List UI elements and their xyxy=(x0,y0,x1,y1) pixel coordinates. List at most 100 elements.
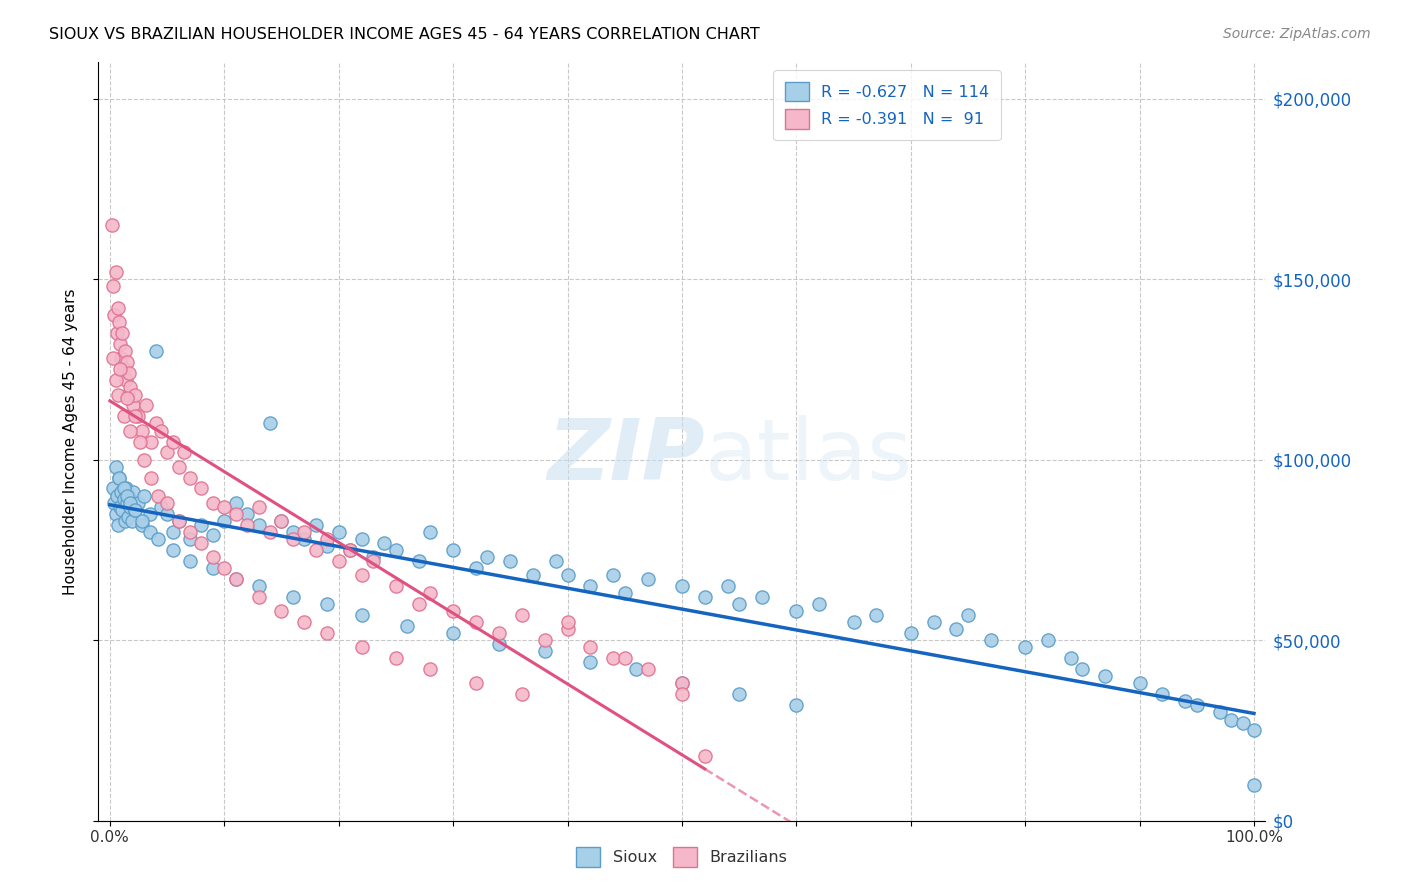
Point xyxy=(579,579,602,593)
Point xyxy=(557,622,579,636)
Point xyxy=(179,554,201,568)
Point xyxy=(900,626,922,640)
Point xyxy=(162,524,184,539)
Point xyxy=(477,550,499,565)
Point xyxy=(441,626,464,640)
Point xyxy=(1071,662,1094,676)
Point xyxy=(103,482,125,496)
Point xyxy=(121,485,143,500)
Point xyxy=(488,626,510,640)
Point xyxy=(544,554,567,568)
Point xyxy=(124,503,146,517)
Point xyxy=(613,651,636,665)
Point xyxy=(751,590,773,604)
Point xyxy=(499,554,522,568)
Text: Source: ZipAtlas.com: Source: ZipAtlas.com xyxy=(1223,27,1371,41)
Point xyxy=(134,452,156,467)
Point xyxy=(104,265,127,279)
Point xyxy=(190,517,212,532)
Point xyxy=(135,399,157,413)
Point xyxy=(980,633,1002,648)
Point xyxy=(247,500,270,514)
Point xyxy=(103,496,125,510)
Point xyxy=(112,409,135,424)
Point xyxy=(247,590,270,604)
Point xyxy=(190,482,212,496)
Point xyxy=(441,542,464,557)
Point xyxy=(131,514,153,528)
Point xyxy=(107,387,129,401)
Point xyxy=(120,424,142,438)
Point xyxy=(522,568,544,582)
Point xyxy=(134,489,156,503)
Point xyxy=(1243,778,1265,792)
Point xyxy=(225,572,247,586)
Point xyxy=(115,391,138,405)
Point xyxy=(108,315,131,329)
Point xyxy=(214,514,236,528)
Point xyxy=(465,615,488,629)
Point xyxy=(350,532,373,546)
Point xyxy=(339,542,361,557)
Point xyxy=(201,496,224,510)
Point xyxy=(510,687,533,701)
Point xyxy=(842,615,865,629)
Point xyxy=(167,514,190,528)
Point xyxy=(385,579,408,593)
Point xyxy=(146,489,169,503)
Point xyxy=(127,409,149,424)
Point xyxy=(385,542,408,557)
Point xyxy=(270,514,292,528)
Point xyxy=(105,489,128,503)
Point xyxy=(145,417,167,431)
Point xyxy=(118,366,141,380)
Point xyxy=(162,434,184,449)
Point xyxy=(292,524,315,539)
Point xyxy=(1060,651,1083,665)
Point xyxy=(602,568,624,582)
Text: atlas: atlas xyxy=(706,415,914,499)
Point xyxy=(114,344,136,359)
Point xyxy=(118,489,141,503)
Point xyxy=(201,561,224,575)
Point xyxy=(396,618,419,632)
Point xyxy=(1014,640,1036,655)
Point xyxy=(488,637,510,651)
Point xyxy=(281,590,304,604)
Point xyxy=(108,500,131,514)
Point xyxy=(214,500,236,514)
Point xyxy=(179,524,201,539)
Point xyxy=(156,496,179,510)
Point xyxy=(150,500,173,514)
Point xyxy=(1208,706,1230,720)
Point xyxy=(120,380,142,394)
Point xyxy=(108,470,131,484)
Point xyxy=(115,482,138,496)
Point xyxy=(117,387,139,401)
Point xyxy=(270,604,292,618)
Point xyxy=(115,373,138,387)
Point xyxy=(441,604,464,618)
Point xyxy=(173,445,195,459)
Point xyxy=(117,510,139,524)
Point xyxy=(579,655,602,669)
Point xyxy=(112,482,135,496)
Point xyxy=(110,485,132,500)
Point xyxy=(156,507,179,521)
Point xyxy=(1243,723,1265,738)
Point xyxy=(693,748,716,763)
Point xyxy=(1220,713,1243,727)
Point xyxy=(214,561,236,575)
Point xyxy=(139,524,162,539)
Point xyxy=(579,640,602,655)
Point xyxy=(139,434,162,449)
Point xyxy=(108,362,131,376)
Point xyxy=(785,698,807,712)
Point xyxy=(150,424,173,438)
Point xyxy=(728,597,751,611)
Point xyxy=(292,615,315,629)
Point xyxy=(110,351,132,366)
Point xyxy=(350,640,373,655)
Point xyxy=(316,532,339,546)
Point xyxy=(671,687,693,701)
